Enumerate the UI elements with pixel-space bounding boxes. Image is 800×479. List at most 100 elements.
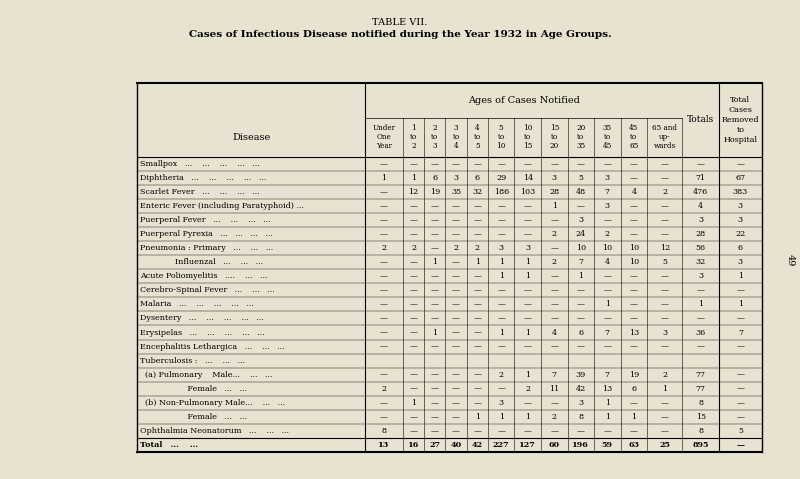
Text: —: —	[452, 413, 460, 421]
Text: —: —	[380, 371, 388, 379]
Text: —: —	[661, 272, 669, 280]
Text: 1: 1	[474, 258, 480, 266]
Text: 1: 1	[411, 399, 416, 407]
Text: 56: 56	[695, 244, 706, 252]
Text: 7: 7	[605, 329, 610, 337]
Text: 2: 2	[498, 371, 504, 379]
Text: Encephalitis Lethargica   ...    ...   ...: Encephalitis Lethargica ... ... ...	[140, 342, 285, 351]
Text: Smallpox   ...    ...    ...    ...   ...: Smallpox ... ... ... ... ...	[140, 160, 260, 168]
Text: —: —	[380, 230, 388, 238]
Text: 77: 77	[696, 371, 706, 379]
Text: 6: 6	[474, 174, 480, 182]
Text: 1: 1	[498, 413, 504, 421]
Text: —: —	[661, 427, 669, 435]
Text: —: —	[410, 371, 418, 379]
Text: 71: 71	[695, 174, 706, 182]
Text: Malaria   ...    ...    ...    ...   ...: Malaria ... ... ... ... ...	[140, 300, 254, 308]
Text: —: —	[497, 342, 505, 351]
Text: 32: 32	[695, 258, 706, 266]
Text: —: —	[577, 314, 585, 322]
Text: (a) Pulmonary    Male...    ...   ...: (a) Pulmonary Male... ... ...	[140, 371, 273, 379]
Text: —: —	[410, 385, 418, 393]
Text: —: —	[410, 216, 418, 224]
Text: —: —	[630, 342, 638, 351]
Text: —: —	[630, 427, 638, 435]
Text: Disease: Disease	[232, 133, 270, 142]
Text: —: —	[737, 441, 745, 449]
Text: —: —	[661, 216, 669, 224]
Text: 32: 32	[472, 188, 482, 196]
Text: Total   ...    ...: Total ... ...	[140, 441, 198, 449]
Text: —: —	[410, 160, 418, 168]
Text: —: —	[577, 300, 585, 308]
Text: —: —	[603, 427, 611, 435]
Text: 3: 3	[578, 399, 583, 407]
Text: —: —	[577, 160, 585, 168]
Text: 39: 39	[576, 371, 586, 379]
Text: 7: 7	[552, 371, 557, 379]
Text: 1: 1	[605, 413, 610, 421]
Text: 895: 895	[692, 441, 709, 449]
Text: 4: 4	[605, 258, 610, 266]
Text: —: —	[550, 342, 558, 351]
Text: 16: 16	[408, 441, 419, 449]
Text: —: —	[410, 230, 418, 238]
Text: 1: 1	[552, 202, 557, 210]
Text: 45
to
65: 45 to 65	[630, 124, 638, 150]
Text: —: —	[524, 160, 532, 168]
Text: 6: 6	[432, 174, 438, 182]
Text: —: —	[630, 202, 638, 210]
Text: —: —	[550, 286, 558, 294]
Text: TABLE VII.: TABLE VII.	[372, 18, 428, 27]
Text: 27: 27	[430, 441, 440, 449]
Text: —: —	[431, 230, 439, 238]
Text: —: —	[431, 216, 439, 224]
Text: 22: 22	[735, 230, 746, 238]
Text: —: —	[524, 230, 532, 238]
Text: —: —	[737, 160, 745, 168]
Text: 5
to
10: 5 to 10	[497, 124, 506, 150]
Text: —: —	[737, 399, 745, 407]
Text: 4
to
5: 4 to 5	[474, 124, 481, 150]
Text: —: —	[524, 286, 532, 294]
Text: —: —	[452, 342, 460, 351]
Text: —: —	[474, 216, 482, 224]
Text: —: —	[661, 300, 669, 308]
Text: —: —	[524, 202, 532, 210]
Text: —: —	[630, 174, 638, 182]
Text: 24: 24	[576, 230, 586, 238]
Text: 10
to
15: 10 to 15	[523, 124, 533, 150]
Text: —: —	[431, 385, 439, 393]
Text: —: —	[474, 202, 482, 210]
Text: 1: 1	[525, 371, 530, 379]
Text: —: —	[410, 300, 418, 308]
Text: —: —	[431, 286, 439, 294]
Text: —: —	[630, 399, 638, 407]
Text: Pneumonia : Primary   ...    ...   ...: Pneumonia : Primary ... ... ...	[140, 244, 274, 252]
Text: —: —	[431, 300, 439, 308]
Text: —: —	[431, 413, 439, 421]
Text: —: —	[431, 244, 439, 252]
Text: —: —	[524, 427, 532, 435]
Text: —: —	[661, 399, 669, 407]
Text: —: —	[431, 427, 439, 435]
Text: —: —	[737, 286, 745, 294]
Text: Erysipelas   ...    ...    ...    ...   ...: Erysipelas ... ... ... ... ...	[140, 329, 265, 337]
Text: Ages of Cases Notified: Ages of Cases Notified	[468, 96, 580, 105]
Text: 3: 3	[738, 258, 743, 266]
Text: 2: 2	[552, 230, 557, 238]
Text: 1: 1	[662, 385, 667, 393]
Text: 6: 6	[631, 385, 637, 393]
Text: —: —	[737, 385, 745, 393]
Text: —: —	[603, 216, 611, 224]
Text: 8: 8	[578, 413, 583, 421]
Text: —: —	[474, 371, 482, 379]
Text: 1: 1	[525, 329, 530, 337]
Text: 11: 11	[549, 385, 559, 393]
Text: 7: 7	[738, 329, 743, 337]
Text: 14: 14	[522, 174, 533, 182]
Text: 20
to
35: 20 to 35	[576, 124, 586, 150]
Text: 1: 1	[738, 300, 743, 308]
Text: 12: 12	[409, 188, 418, 196]
Text: —: —	[410, 258, 418, 266]
